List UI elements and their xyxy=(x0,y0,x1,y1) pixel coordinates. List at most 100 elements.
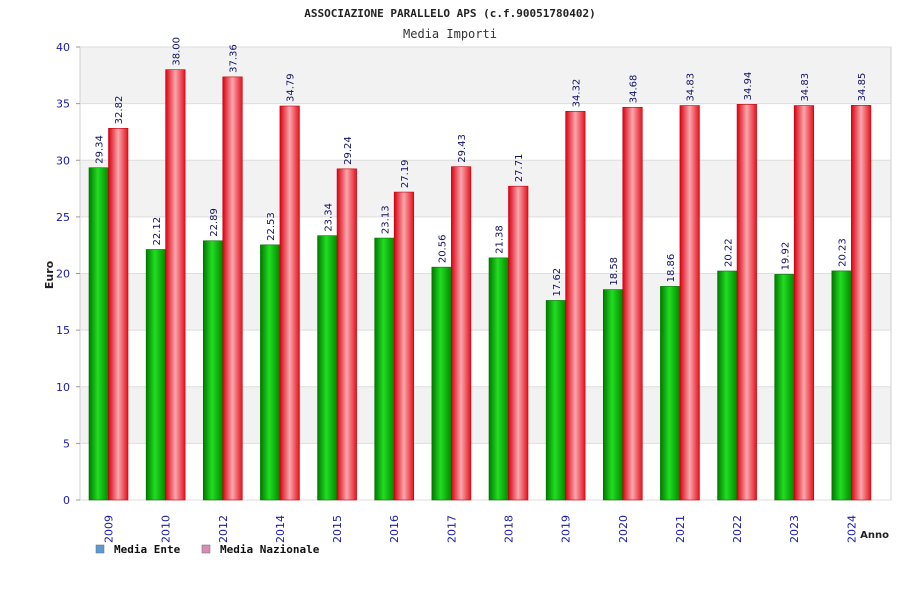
legend-swatch xyxy=(201,544,211,554)
legend-swatch xyxy=(95,544,105,554)
bar-value-labels: 29.34 32.82 22.12 38.00 22.89 37.36 22.53 34.79… xyxy=(95,37,868,296)
x-tick-label: 2010 xyxy=(160,515,173,543)
bar-value-label: 18.86 xyxy=(666,254,677,283)
plot-band xyxy=(80,216,891,274)
bar-nazionale-2021 xyxy=(679,105,700,501)
bars xyxy=(88,69,872,501)
bar-value-label: 18.58 xyxy=(609,257,620,286)
legend-label: Media Ente xyxy=(114,543,181,556)
y-tick-label: 40 xyxy=(56,41,70,54)
x-tick-label: 2020 xyxy=(617,515,630,543)
bar-ente-2022 xyxy=(717,270,738,501)
bar-nazionale-2009 xyxy=(108,128,129,501)
bar-ente-2014 xyxy=(260,244,281,501)
x-tick-label: 2024 xyxy=(845,515,858,543)
bar-value-label: 20.23 xyxy=(838,238,849,267)
legend-label: Media Nazionale xyxy=(220,543,320,556)
bar-value-label: 34.85 xyxy=(857,73,868,102)
bar-nazionale-2015 xyxy=(336,168,357,501)
bar-value-label: 22.89 xyxy=(209,208,220,237)
bar-nazionale-2014 xyxy=(279,105,300,501)
y-tick-label: 30 xyxy=(56,154,70,167)
x-tick-label: 2016 xyxy=(388,515,401,543)
bar-value-label: 37.36 xyxy=(229,44,240,73)
bar-value-label: 32.82 xyxy=(114,96,125,125)
y-tick-label: 25 xyxy=(56,211,70,224)
bar-value-label: 34.83 xyxy=(800,73,811,102)
bar-nazionale-2024 xyxy=(851,105,872,501)
x-tick-label: 2014 xyxy=(274,515,287,543)
bar-value-label: 38.00 xyxy=(171,37,182,66)
x-tick-label: 2019 xyxy=(560,515,573,543)
y-tick-label: 35 xyxy=(56,98,70,111)
plot-band xyxy=(80,273,891,331)
x-tick-label: 2018 xyxy=(503,515,516,543)
chart-subtitle: Media Importi xyxy=(403,27,497,41)
y-tick-label: 0 xyxy=(63,494,70,507)
bar-value-label: 19.92 xyxy=(780,242,791,271)
bar-value-label: 34.68 xyxy=(629,75,640,104)
y-axis-label: Euro xyxy=(43,260,56,289)
bar-value-label: 29.24 xyxy=(343,136,354,165)
bar-ente-2024 xyxy=(831,270,852,501)
bar-value-label: 23.34 xyxy=(323,203,334,232)
bar-nazionale-2020 xyxy=(622,106,643,501)
chart-title: ASSOCIAZIONE PARALLELO APS (c.f.90051780… xyxy=(304,7,595,20)
x-tick-label: 2009 xyxy=(103,515,116,543)
x-axis-ticks: 2009 2010 2012 2014 2015 2016 2017 2018 2019 2020… xyxy=(103,515,859,543)
y-tick-label: 5 xyxy=(63,437,70,450)
bar-ente-2016 xyxy=(374,237,395,501)
bar-value-label: 22.53 xyxy=(266,212,277,241)
bar-ente-2023 xyxy=(774,274,795,501)
bar-value-label: 34.79 xyxy=(286,73,297,102)
bar-ente-2018 xyxy=(488,257,509,501)
x-tick-label: 2022 xyxy=(731,515,744,543)
bar-ente-2009 xyxy=(88,167,109,501)
bar-value-label: 29.43 xyxy=(457,134,468,163)
bar-ente-2021 xyxy=(660,286,681,501)
plot-band xyxy=(80,47,891,104)
bar-ente-2017 xyxy=(431,266,452,501)
bar-nazionale-2022 xyxy=(736,104,757,501)
plot-band xyxy=(80,443,891,500)
bar-nazionale-2017 xyxy=(451,166,472,501)
bar-nazionale-2016 xyxy=(393,191,415,501)
x-tick-label: 2015 xyxy=(331,515,344,543)
y-tick-label: 15 xyxy=(56,324,70,337)
bar-value-label: 27.71 xyxy=(514,154,525,183)
bar-ente-2015 xyxy=(317,235,338,501)
bar-value-label: 22.12 xyxy=(152,217,163,246)
y-tick-label: 20 xyxy=(56,268,70,281)
bar-nazionale-2019 xyxy=(565,111,586,501)
plot-band xyxy=(80,103,891,161)
bar-value-label: 34.94 xyxy=(743,72,754,101)
y-tick-label: 10 xyxy=(56,381,70,394)
x-tick-label: 2021 xyxy=(674,515,687,543)
bar-nazionale-2012 xyxy=(222,76,243,501)
bar-nazionale-2023 xyxy=(793,105,815,501)
bar-ente-2010 xyxy=(145,249,166,501)
bar-ente-2020 xyxy=(602,289,624,501)
x-axis-label: Anno xyxy=(860,530,889,541)
bar-value-label: 20.22 xyxy=(723,238,734,267)
bar-value-label: 34.83 xyxy=(686,73,697,102)
x-tick-label: 2017 xyxy=(445,515,458,543)
bar-nazionale-2018 xyxy=(508,185,529,501)
bar-value-label: 23.13 xyxy=(380,205,391,234)
bar-value-label: 17.62 xyxy=(552,268,563,297)
plot-band xyxy=(80,386,891,444)
bar-value-label: 29.34 xyxy=(95,135,106,164)
bar-value-label: 34.32 xyxy=(571,79,582,108)
y-axis-ticks: 0 5 10 15 20 25 30 35 40 xyxy=(56,41,80,507)
x-tick-label: 2023 xyxy=(788,515,801,543)
bar-ente-2012 xyxy=(202,240,224,501)
bar-nazionale-2010 xyxy=(165,69,186,501)
plot-band xyxy=(80,160,891,217)
bar-ente-2019 xyxy=(545,300,566,501)
bar-value-label: 21.38 xyxy=(495,225,506,254)
bar-value-label: 27.19 xyxy=(400,159,411,188)
x-tick-label: 2012 xyxy=(217,515,230,543)
bar-value-label: 20.56 xyxy=(438,235,449,264)
legend: Media Ente Media Nazionale xyxy=(95,543,320,556)
